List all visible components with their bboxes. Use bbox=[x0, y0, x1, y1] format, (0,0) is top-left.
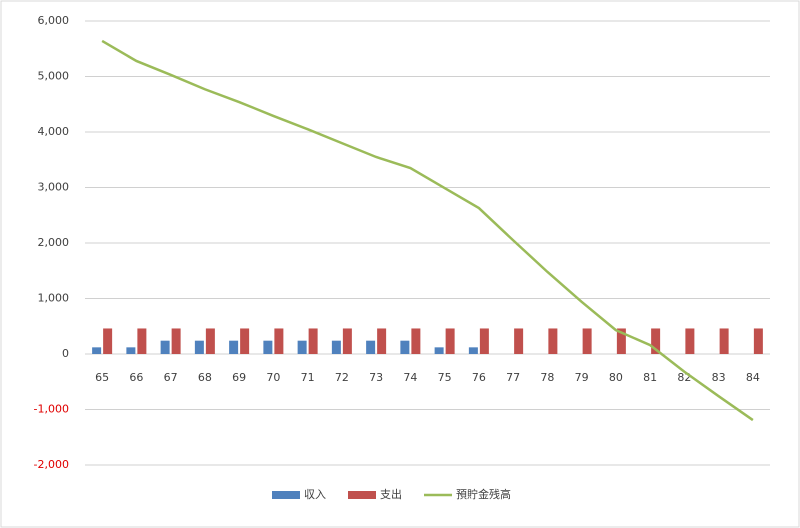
bar bbox=[342, 328, 352, 354]
x-tick-label: 78 bbox=[540, 371, 554, 384]
bar bbox=[263, 340, 273, 354]
bar bbox=[411, 328, 421, 354]
bar bbox=[514, 328, 524, 354]
x-tick-label: 80 bbox=[609, 371, 623, 384]
bar bbox=[548, 328, 558, 354]
y-tick-label: -1,000 bbox=[34, 403, 69, 416]
bar bbox=[103, 328, 113, 354]
bar bbox=[297, 340, 307, 354]
legend-label: 収入 bbox=[304, 488, 326, 501]
y-tick-label: 6,000 bbox=[38, 14, 70, 27]
x-tick-label: 84 bbox=[746, 371, 760, 384]
bar bbox=[205, 328, 215, 354]
bar bbox=[685, 328, 695, 354]
x-tick-label: 67 bbox=[164, 371, 178, 384]
bar bbox=[400, 340, 410, 354]
line bbox=[101, 39, 754, 422]
legend-label: 支出 bbox=[380, 487, 402, 501]
x-tick-label: 83 bbox=[712, 371, 726, 384]
bar bbox=[753, 328, 763, 354]
x-tick-label: 69 bbox=[232, 371, 246, 384]
bar bbox=[274, 328, 284, 354]
bar bbox=[240, 328, 250, 354]
bar bbox=[719, 328, 729, 354]
x-tick-label: 73 bbox=[369, 371, 383, 384]
x-tick-label: 72 bbox=[335, 371, 349, 384]
legend-label: 預貯金残高 bbox=[456, 487, 511, 501]
x-tick-label: 77 bbox=[506, 371, 520, 384]
y-tick-label: 0 bbox=[62, 347, 69, 360]
y-tick-label: 1,000 bbox=[38, 292, 70, 305]
x-tick-label: 79 bbox=[575, 371, 589, 384]
bar bbox=[92, 347, 102, 354]
bar bbox=[194, 340, 204, 354]
y-tick-label: 4,000 bbox=[38, 125, 70, 138]
bar bbox=[616, 328, 626, 354]
bar bbox=[137, 328, 147, 354]
bar bbox=[331, 340, 341, 354]
x-tick-label: 81 bbox=[643, 371, 657, 384]
x-tick-label: 70 bbox=[266, 371, 280, 384]
bar bbox=[126, 347, 136, 354]
bar bbox=[229, 340, 239, 354]
bar bbox=[434, 347, 444, 354]
x-tick-label: 74 bbox=[403, 371, 417, 384]
x-tick-label: 76 bbox=[472, 371, 486, 384]
y-tick-label: -2,000 bbox=[34, 458, 69, 471]
bar bbox=[445, 328, 455, 354]
bar bbox=[479, 328, 489, 354]
bar bbox=[468, 347, 478, 354]
bar bbox=[377, 328, 387, 354]
legend-swatch bbox=[272, 491, 300, 499]
y-tick-label: 5,000 bbox=[38, 70, 70, 83]
y-tick-label: 2,000 bbox=[38, 236, 70, 249]
bar bbox=[582, 328, 592, 354]
x-tick-label: 68 bbox=[198, 371, 212, 384]
x-tick-label: 75 bbox=[438, 371, 452, 384]
bar bbox=[160, 340, 170, 354]
legend-swatch bbox=[348, 491, 376, 499]
x-tick-label: 71 bbox=[301, 371, 315, 384]
x-tick-label: 65 bbox=[95, 371, 109, 384]
bar bbox=[651, 328, 661, 354]
bar bbox=[308, 328, 318, 354]
y-tick-label: 3,000 bbox=[38, 181, 70, 194]
bar bbox=[171, 328, 181, 354]
bar bbox=[366, 340, 376, 354]
x-tick-label: 66 bbox=[129, 371, 143, 384]
